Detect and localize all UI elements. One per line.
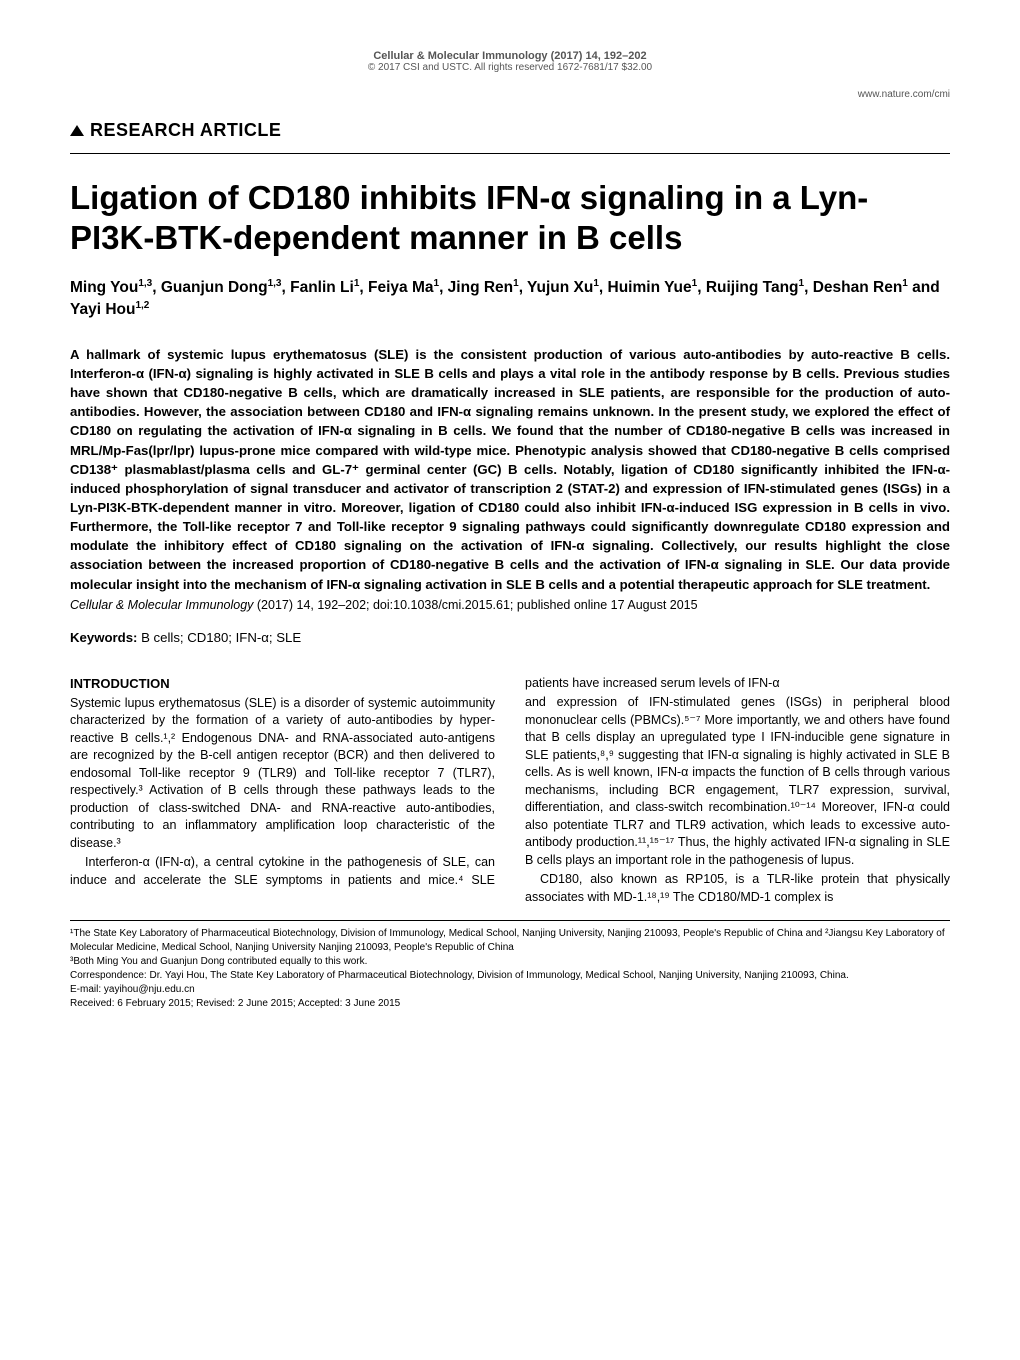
header-block: Cellular & Molecular Immunology (2017) 1…: [70, 50, 950, 73]
author-list: Ming You1,3, Guanjun Dong1,3, Fanlin Li1…: [70, 277, 950, 321]
abstract: A hallmark of systemic lupus erythematos…: [70, 345, 950, 594]
email: E-mail: yayihou@nju.edu.cn: [70, 983, 950, 997]
correspondence: Correspondence: Dr. Yayi Hou, The State …: [70, 969, 950, 983]
citation-doi: doi:10.1038/cmi.2015.61;: [373, 598, 513, 612]
body-paragraph: and expression of IFN-stimulated genes (…: [525, 694, 950, 869]
citation-journal: Cellular & Molecular Immunology: [70, 598, 253, 612]
intro-heading: INTRODUCTION: [70, 675, 495, 693]
keywords-text: B cells; CD180; IFN-α; SLE: [137, 630, 301, 645]
body-paragraph: Systemic lupus erythematosus (SLE) is a …: [70, 695, 495, 853]
dates: Received: 6 February 2015; Revised: 2 Ju…: [70, 997, 950, 1011]
body-paragraph: CD180, also known as RP105, is a TLR-lik…: [525, 871, 950, 906]
citation-year: (2017) 14,: [257, 598, 314, 612]
nature-link: www.nature.com/cmi: [70, 89, 950, 100]
keywords: Keywords: B cells; CD180; IFN-α; SLE: [70, 630, 950, 645]
keywords-label: Keywords:: [70, 630, 137, 645]
footer-divider: [70, 920, 950, 921]
citation-pubdate: published online 17 August 2015: [517, 598, 698, 612]
divider: [70, 153, 950, 154]
article-type: RESEARCH ARTICLE: [70, 120, 950, 141]
triangle-icon: [70, 125, 84, 136]
article-title: Ligation of CD180 inhibits IFN-α signali…: [70, 178, 950, 257]
article-type-text: RESEARCH ARTICLE: [90, 120, 281, 140]
footer: ¹The State Key Laboratory of Pharmaceuti…: [70, 927, 950, 1011]
journal-citation: Cellular & Molecular Immunology (2017) 1…: [70, 50, 950, 62]
equal-contribution: ³Both Ming You and Guanjun Dong contribu…: [70, 955, 950, 969]
copyright-line: © 2017 CSI and USTC. All rights reserved…: [70, 62, 950, 73]
affiliations: ¹The State Key Laboratory of Pharmaceuti…: [70, 927, 950, 955]
citation-line: Cellular & Molecular Immunology (2017) 1…: [70, 598, 950, 612]
body-columns: INTRODUCTION Systemic lupus erythematosu…: [70, 675, 950, 907]
citation-pages: 192–202;: [317, 598, 369, 612]
